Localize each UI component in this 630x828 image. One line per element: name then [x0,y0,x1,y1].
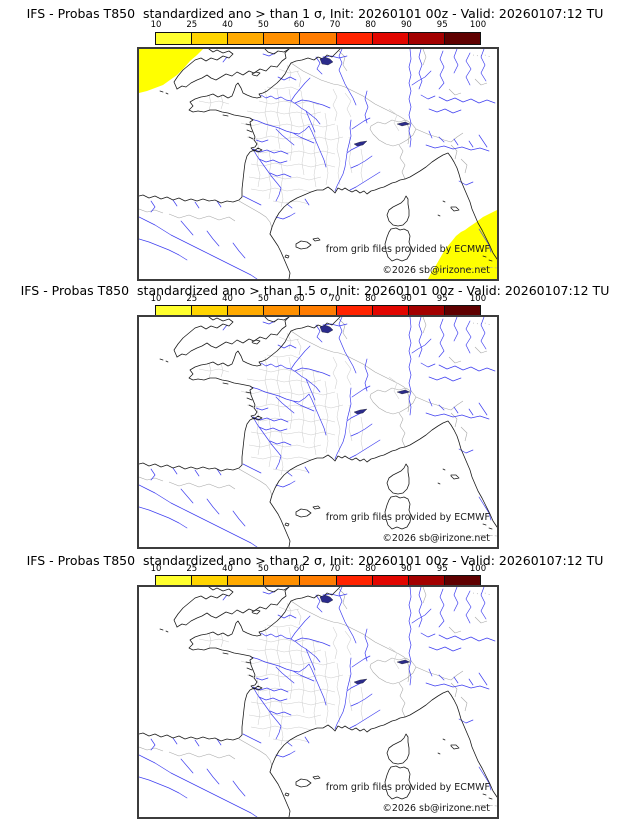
colorbar-tick-label: 10 [150,294,162,304]
colorbar-tick-label: 80 [365,294,377,304]
colorbar-segment [336,576,373,587]
panel-3-title: IFS - Probas T850 standardized ano > tha… [26,553,604,568]
colorbar-segment [264,576,301,587]
colorbar-segment [192,306,229,317]
colorbar-segment [300,33,337,44]
colorbar-segment [336,306,373,317]
colorbar-segment [156,33,193,44]
probability-shading [139,49,497,279]
colorbar-segment [408,33,445,44]
colorbar-segment [444,33,480,44]
colorbar-tick-label: 80 [365,564,377,574]
colorbar-segment [264,33,301,44]
colorbar-tick-label: 25 [186,294,198,304]
panel-3-map: from grib files provided by ECMWF ©2026 … [139,587,497,817]
panel-3-map-frame: from grib files provided by ECMWF ©2026 … [137,585,499,819]
colorbar-tick-label: 60 [293,20,305,30]
colorbar-segment [228,33,265,44]
colorbar-tick-label: 70 [329,564,341,574]
colorbar-tick-label: 90 [401,294,412,304]
panel-1-map-frame: from grib files provided by ECMWF ©2026 … [137,47,499,281]
colorbar-segment [372,576,409,587]
ecmwf-credit: from grib files provided by ECMWF [326,512,490,523]
ecmwf-credit: from grib files provided by ECMWF [326,782,490,793]
colorbar-segment [372,33,409,44]
colorbar-tick-label: 90 [401,20,412,30]
colorbar-segment [228,306,265,317]
panel-2-colorbar-ticks: 10 25 40 50 60 70 80 90 95 100 [151,294,487,305]
colorbar-tick-label: 70 [329,294,341,304]
colorbar-segment [408,576,445,587]
colorbar-tick-label: 100 [469,20,487,30]
colorbar-tick-label: 50 [257,294,269,304]
probability-patch-celtic-sea [139,49,203,93]
copyright-text: ©2026 sb@irizone.net [382,533,490,544]
copyright-text: ©2026 sb@irizone.net [382,265,490,276]
colorbar-segment [192,33,229,44]
panel-1-colorbar-ticks: 10 25 40 50 60 70 80 90 95 100 [151,20,487,31]
colorbar-tick-label: 40 [222,20,233,30]
colorbar-tick-label: 50 [257,20,269,30]
colorbar-tick-label: 90 [401,564,412,574]
ecmwf-credit: from grib files provided by ECMWF [326,244,490,255]
colorbar-tick-label: 80 [365,20,377,30]
colorbar-segment [192,576,229,587]
panel-2-title: IFS - Probas T850 standardized ano > tha… [20,283,610,298]
colorbar-tick-label: 100 [469,294,487,304]
colorbar-segment [444,306,480,317]
colorbar-segment [228,576,265,587]
colorbar-segment [372,306,409,317]
colorbar-tick-label: 40 [222,294,233,304]
colorbar-tick-label: 25 [186,20,198,30]
colorbar-segment [156,576,193,587]
panel-1-map: from grib files provided by ECMWF ©2026 … [139,49,497,279]
panel-3-colorbar-ticks: 10 25 40 50 60 70 80 90 95 100 [151,564,487,575]
colorbar-segment [300,576,337,587]
panel-2-map: from grib files provided by ECMWF ©2026 … [139,317,497,547]
colorbar-tick-label: 95 [436,294,448,304]
panel-2-map-frame: from grib files provided by ECMWF ©2026 … [137,315,499,549]
colorbar-tick-label: 40 [222,564,233,574]
probability-patch-tyrrhenian-sea [428,210,497,279]
colorbar-segment [336,33,373,44]
colorbar-tick-label: 50 [257,564,269,574]
colorbar-segment [264,306,301,317]
panel-1-title: IFS - Probas T850 standardized ano > tha… [26,6,604,21]
colorbar-segment [156,306,193,317]
colorbar-tick-label: 95 [436,20,448,30]
colorbar-segment [408,306,445,317]
colorbar-tick-label: 25 [186,564,198,574]
colorbar-tick-label: 60 [293,564,305,574]
colorbar-tick-label: 100 [469,564,487,574]
colorbar-tick-label: 70 [329,20,341,30]
colorbar-tick-label: 60 [293,294,305,304]
colorbar-segment [444,576,480,587]
copyright-text: ©2026 sb@irizone.net [382,803,490,814]
panel-3-colorbar [155,575,481,588]
colorbar-tick-label: 10 [150,564,162,574]
colorbar-segment [300,306,337,317]
panel-1-colorbar [155,32,481,45]
colorbar-tick-label: 95 [436,564,448,574]
colorbar-tick-label: 10 [150,20,162,30]
